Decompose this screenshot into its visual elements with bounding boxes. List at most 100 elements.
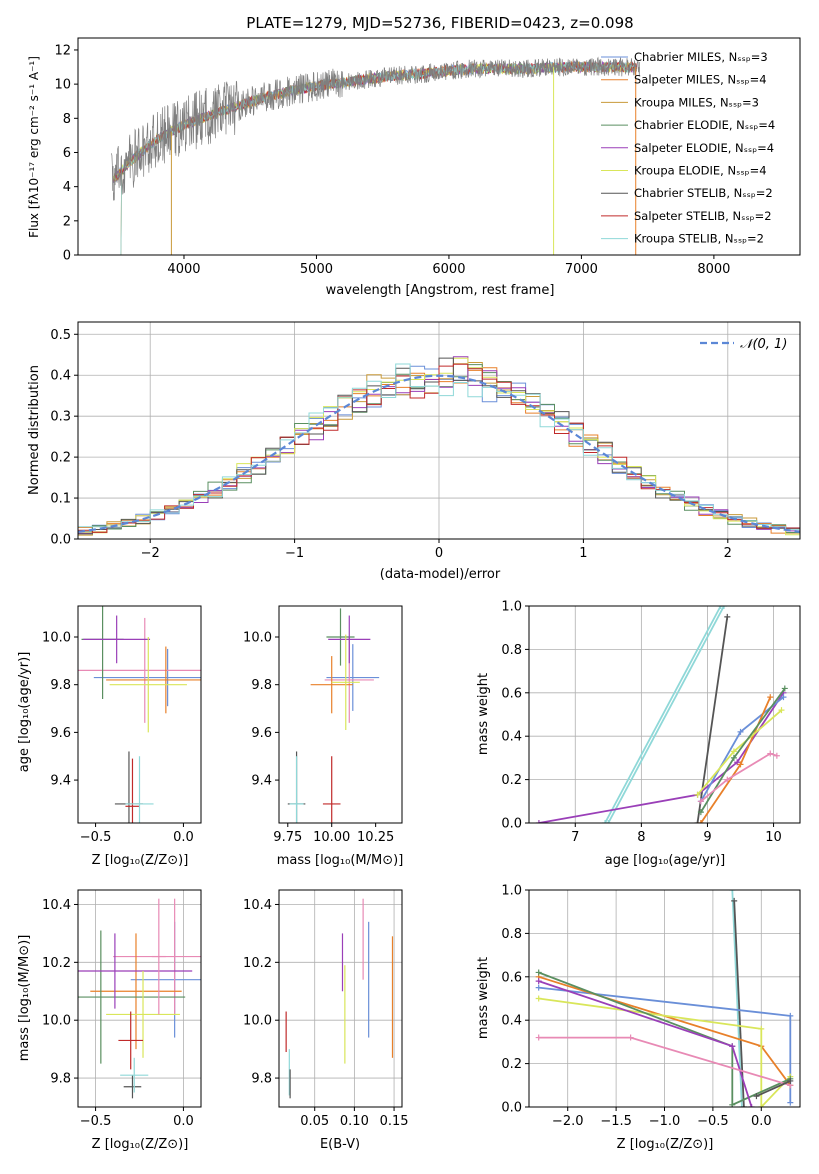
weight-marker: [737, 728, 744, 735]
weight-line: [607, 606, 725, 823]
x-tick-label: −1.5: [600, 1114, 632, 1129]
y-tick-label: 10.4: [42, 898, 71, 913]
y-tick-label: 12: [54, 43, 71, 58]
histogram-marks: [78, 356, 800, 536]
weight-marker: [787, 1077, 794, 1084]
weight-marker: [694, 791, 701, 798]
legend-label: Chabrier MILES, Nₛₛₚ=3: [634, 50, 768, 64]
legend-label: Kroupa MILES, Nₛₛₚ=3: [634, 95, 759, 109]
y-tick-label: 0.4: [501, 1014, 522, 1029]
weight-marker: [748, 1104, 755, 1107]
x-tick-label: 9: [703, 830, 711, 845]
x-tick-label: 0.15: [380, 1114, 409, 1129]
y-tick-label: 0.6: [501, 686, 522, 701]
weight-marker: [535, 969, 542, 976]
y-tick-label: 10: [54, 78, 71, 93]
normal-curve: [78, 374, 800, 533]
y-axis-label: mass weight: [476, 673, 491, 755]
y-axis-label: age [log₁₀(age/yr)]: [17, 652, 32, 773]
weight-marker: [787, 1099, 794, 1106]
model-spectrum-line: [113, 61, 638, 255]
y-tick-label: 10.0: [243, 1014, 272, 1029]
age-vs-metallicity-panel: −0.5 0.0 9.4 9.6 9.8 10.0 Z [log₁₀(Z/Z⊙)] age…: [17, 605, 202, 868]
x-tick-label: 7000: [565, 262, 598, 277]
weight-line: [696, 709, 783, 796]
weight-line: [756, 1080, 791, 1098]
weight-marker: [730, 754, 737, 761]
y-tick-label: 9.8: [50, 678, 71, 693]
weight-marker: [535, 995, 542, 1002]
weight-marker: [724, 613, 731, 620]
x-tick-label: 9.75: [273, 830, 302, 845]
y-tick-label: 9.8: [251, 678, 272, 693]
weight-marker: [717, 606, 724, 609]
y-tick-label: 1.0: [501, 600, 522, 615]
x-tick-label: 8000: [697, 262, 730, 277]
x-tick-label: −1: [285, 546, 304, 561]
weight-marker: [778, 707, 785, 714]
weight-marker: [729, 1043, 736, 1050]
y-tick-label: 0.5: [50, 328, 71, 343]
y-tick-label: 9.6: [251, 726, 272, 741]
y-tick-label: 6: [63, 146, 71, 161]
y-tick-label: 9.6: [50, 726, 71, 741]
weight-marker: [731, 897, 738, 904]
mass-vs-metallicity-panel: −0.5 0.0 9.8 10.0 10.2 10.4 Z [log₁₀(Z/Z⊙)] m…: [17, 889, 202, 1152]
x-axis-label: (data-model)/error: [380, 567, 501, 582]
histogram-step-line: [78, 363, 800, 530]
x-tick-label: −2.0: [552, 1114, 584, 1129]
weight-line: [604, 606, 722, 823]
x-tick-label: 1: [579, 546, 587, 561]
residual-histogram-panel: −2 −1 0 1 2 0.0 0.1 0.2 0.3 0.4 0.5 (data-model)/e…: [27, 321, 801, 582]
y-tick-label: 0.8: [501, 643, 522, 658]
x-tick-label: 0.0: [173, 1114, 194, 1129]
x-axis-label: E(B-V): [320, 1137, 360, 1152]
x-axis-label: Z [log₁₀(Z/Z⊙)]: [92, 853, 189, 868]
y-axis-label: mass [log₁₀(M/M⊙)]: [17, 935, 32, 1062]
spectrum-frame: [77, 37, 801, 256]
weight-marker: [535, 978, 542, 985]
weight-marker: [535, 984, 542, 991]
weight-marker: [627, 1034, 634, 1041]
y-tick-label: 0.2: [501, 773, 522, 788]
spectrum-panel: PLATE=1279, MJD=52736, FIBERID=0423, z=0…: [27, 14, 801, 298]
weight-marker: [730, 748, 737, 755]
y-tick-label: 2: [63, 214, 71, 229]
mass-vs-extinction-panel: 0.05 0.10 0.15 9.8 10.0 10.2 10.4 E(B-V): [243, 889, 409, 1152]
y-tick-label: 1.0: [501, 884, 522, 899]
y-tick-label: 9.4: [50, 774, 71, 789]
y-tick-label: 10.2: [42, 956, 71, 971]
weight-marker: [740, 1104, 747, 1107]
x-tick-label: 2: [724, 546, 732, 561]
weight-marker: [781, 685, 788, 692]
y-tick-label: 10.2: [243, 956, 272, 971]
weight-marker: [535, 1034, 542, 1041]
y-axis-label: Flux [fλ10⁻¹⁷ erg cm⁻² s⁻¹ A⁻¹]: [27, 56, 41, 238]
legend-label: Chabrier ELODIE, Nₛₛₚ=4: [634, 118, 775, 132]
x-tick-label: −0.5: [80, 830, 112, 845]
spectrum-legend: Chabrier MILES, Nₛₛₚ=3 Salpeter MILES, Nₛ…: [601, 50, 775, 246]
weight-marker: [758, 1025, 765, 1032]
weight-marker: [697, 798, 704, 805]
y-tick-label: 10.4: [243, 898, 272, 913]
y-tick-label: 10.0: [243, 631, 272, 646]
weight-line: [700, 752, 778, 802]
x-tick-label: 0.0: [751, 1114, 772, 1129]
weight-marker: [535, 820, 542, 823]
weight-marker: [602, 820, 609, 823]
weight-marker: [780, 694, 787, 701]
x-tick-label: −0.5: [697, 1114, 729, 1129]
y-tick-label: 0.8: [501, 927, 522, 942]
legend-label: 𝒩(0, 1): [740, 337, 787, 352]
weight-marker: [605, 820, 612, 823]
x-tick-label: 7: [571, 830, 579, 845]
model-spectrum-line: [113, 60, 638, 255]
weight-marker: [724, 776, 731, 783]
weight-marker: [694, 820, 701, 823]
weight-marker: [787, 1012, 794, 1019]
observed-spectrum-line: [111, 56, 641, 201]
y-tick-label: 9.8: [50, 1072, 71, 1087]
weight-marker: [729, 890, 736, 893]
weight-marker: [753, 1093, 760, 1100]
